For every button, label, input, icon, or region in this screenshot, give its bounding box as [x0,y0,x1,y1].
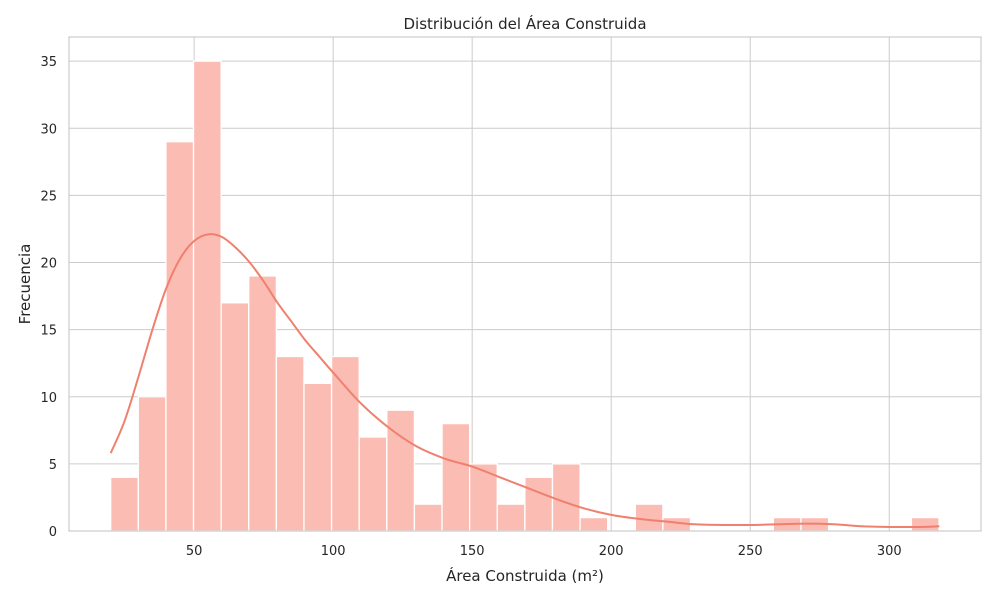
x-tick-label-200: 200 [599,544,624,559]
bar-7 [303,382,333,532]
x-axis-label: Área Construida (m²) [446,566,604,585]
x-tick-label-100: 100 [321,544,346,559]
y-tick-label-35: 35 [40,55,57,70]
y-tick-label-30: 30 [40,122,57,137]
bar-29 [910,516,940,532]
bar-16 [551,463,581,532]
chart-title: Distribución del Área Construida [403,14,646,33]
y-tick-label-10: 10 [40,391,57,406]
bar-17 [579,516,609,532]
bar-9 [358,436,388,532]
histogram-bars [110,60,940,532]
x-tick-label-150: 150 [460,544,485,559]
bar-4 [220,302,250,532]
bar-11 [413,503,443,532]
kde-curve [109,233,940,529]
bar-1 [137,396,167,532]
bar-14 [496,503,526,532]
x-tick-label-300: 300 [877,544,902,559]
x-tick-label-50: 50 [186,544,203,559]
y-tick-label-15: 15 [40,324,57,339]
y-tick-label-0: 0 [49,525,57,540]
y-tick-label-25: 25 [40,189,57,204]
y-tick-labels: 0 5 10 15 20 25 30 35 [40,55,57,540]
y-tick-label-5: 5 [49,458,57,473]
x-tick-label-250: 250 [738,544,763,559]
bar-0 [110,476,139,532]
bar-6 [275,355,305,532]
bar-5 [248,275,278,532]
x-tick-labels: 50 100 150 200 250 300 [186,544,902,559]
y-axis-label: Frecuencia [16,244,34,325]
bar-15 [524,476,554,532]
bar-19 [634,503,664,532]
y-tick-label-20: 20 [40,257,57,272]
bar-8 [330,355,360,532]
plot-frame [68,36,982,532]
bar-12 [441,422,471,532]
bar-3 [192,60,222,532]
bar-2 [165,141,195,532]
